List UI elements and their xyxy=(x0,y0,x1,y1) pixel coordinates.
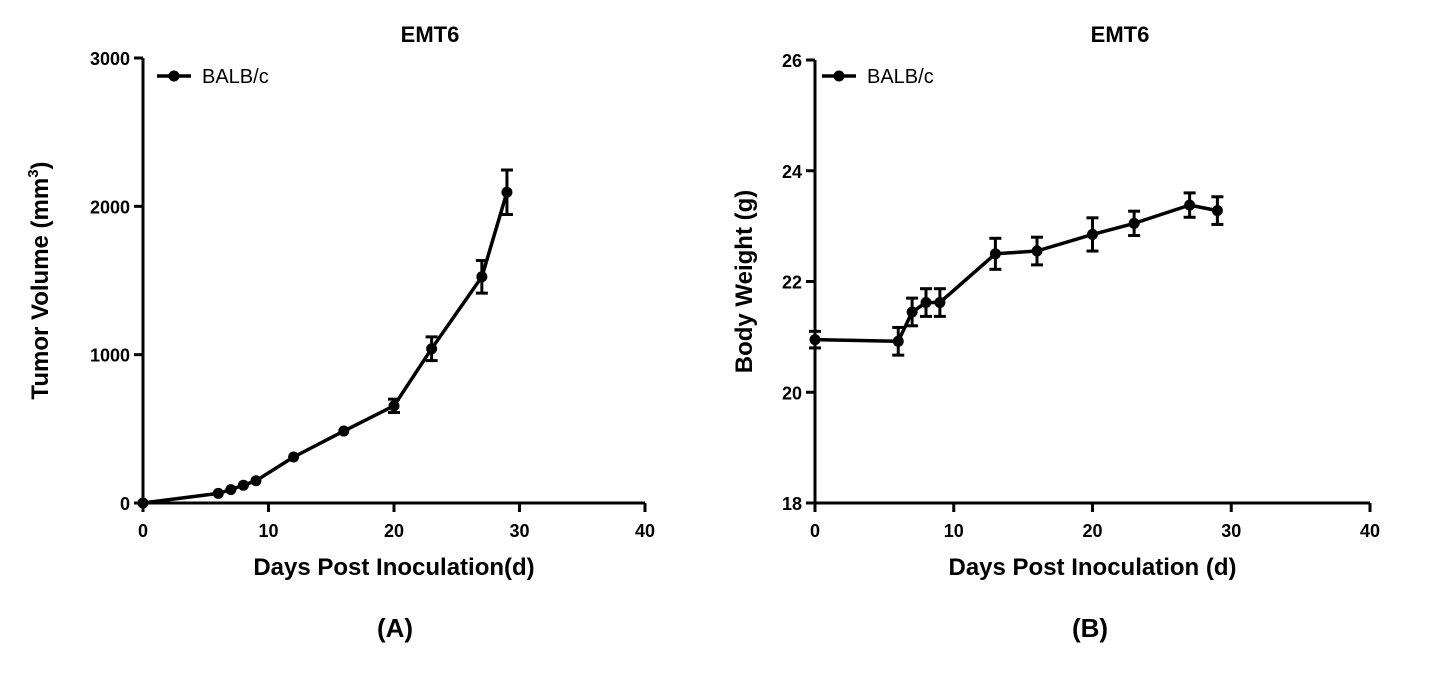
chart-a: EMT6 0 10 20 30 40 0 1000 2000 3000 Days Post Inoc… xyxy=(25,22,655,643)
data-point xyxy=(426,343,438,355)
x-tick-label: 20 xyxy=(384,521,404,541)
data-point xyxy=(989,248,1001,260)
y-axis-label: Tumor Volume (mm3) xyxy=(25,161,54,399)
y-tick-label: 22 xyxy=(782,273,802,293)
x-tick-label: 10 xyxy=(258,521,278,541)
data-point xyxy=(1087,228,1098,240)
panel-label: (A) xyxy=(377,613,413,643)
y-axis-label-text: Tumor Volume (mm xyxy=(27,178,54,400)
legend-label: BALB/c xyxy=(867,66,934,88)
data-point xyxy=(476,271,488,283)
legend: BALB/c xyxy=(822,66,934,88)
data-point xyxy=(1211,205,1223,217)
data-point xyxy=(338,425,350,437)
chart-title: EMT6 xyxy=(1091,22,1150,47)
data-point xyxy=(1184,199,1196,211)
y-tick-label: 24 xyxy=(782,162,802,182)
data-point xyxy=(288,451,300,463)
panel-label: (B) xyxy=(1072,613,1108,643)
x-tick-label: 30 xyxy=(509,521,529,541)
y-axis-label-superscript: 3 xyxy=(25,169,42,177)
y-tick-label: 2000 xyxy=(90,197,130,217)
x-tick-label: 0 xyxy=(138,521,148,541)
legend: BALB/c xyxy=(157,66,269,88)
data-point xyxy=(501,186,513,198)
y-axis-label-text: Body Weight (g) xyxy=(731,190,758,374)
x-axis-label: Days Post Inoculation(d) xyxy=(253,554,534,581)
data-point xyxy=(1128,217,1140,229)
x-tick-label: 0 xyxy=(810,521,820,541)
data-point xyxy=(137,497,149,509)
x-tick-label: 30 xyxy=(1221,521,1241,541)
data-point xyxy=(920,297,932,309)
x-tick-label: 40 xyxy=(1360,521,1380,541)
series-line xyxy=(142,191,509,505)
y-axis-label: Body Weight (g) xyxy=(731,190,758,374)
data-point xyxy=(892,335,904,347)
data-point xyxy=(388,400,400,412)
y-tick-label: 20 xyxy=(782,383,802,403)
data-point xyxy=(212,487,224,499)
legend-swatch-marker xyxy=(168,70,180,82)
y-tick-label: 1000 xyxy=(90,346,130,366)
chart-b: EMT6 0 10 20 30 40 18 20 22 24 26 Days Post Inocula… xyxy=(731,22,1380,643)
data-point xyxy=(906,306,918,318)
data-point xyxy=(934,297,946,309)
x-tick-label: 20 xyxy=(1082,521,1102,541)
data-point xyxy=(225,484,237,496)
data-point xyxy=(237,479,249,491)
data-point xyxy=(1031,245,1043,257)
data-point xyxy=(809,334,821,346)
y-axis-label-suffix: ) xyxy=(27,161,54,169)
chart-title: EMT6 xyxy=(401,22,460,47)
data-point xyxy=(250,475,262,487)
x-tick-label: 10 xyxy=(944,521,964,541)
x-tick-label: 40 xyxy=(635,521,655,541)
y-tick-label: 26 xyxy=(782,51,802,71)
y-tick-label: 18 xyxy=(782,494,802,514)
y-tick-label: 0 xyxy=(120,494,130,514)
x-axis-label: Days Post Inoculation (d) xyxy=(948,554,1236,581)
legend-label: BALB/c xyxy=(202,66,269,88)
legend-swatch-marker xyxy=(833,70,845,82)
y-tick-label: 3000 xyxy=(90,49,130,69)
series-line xyxy=(814,203,1218,344)
